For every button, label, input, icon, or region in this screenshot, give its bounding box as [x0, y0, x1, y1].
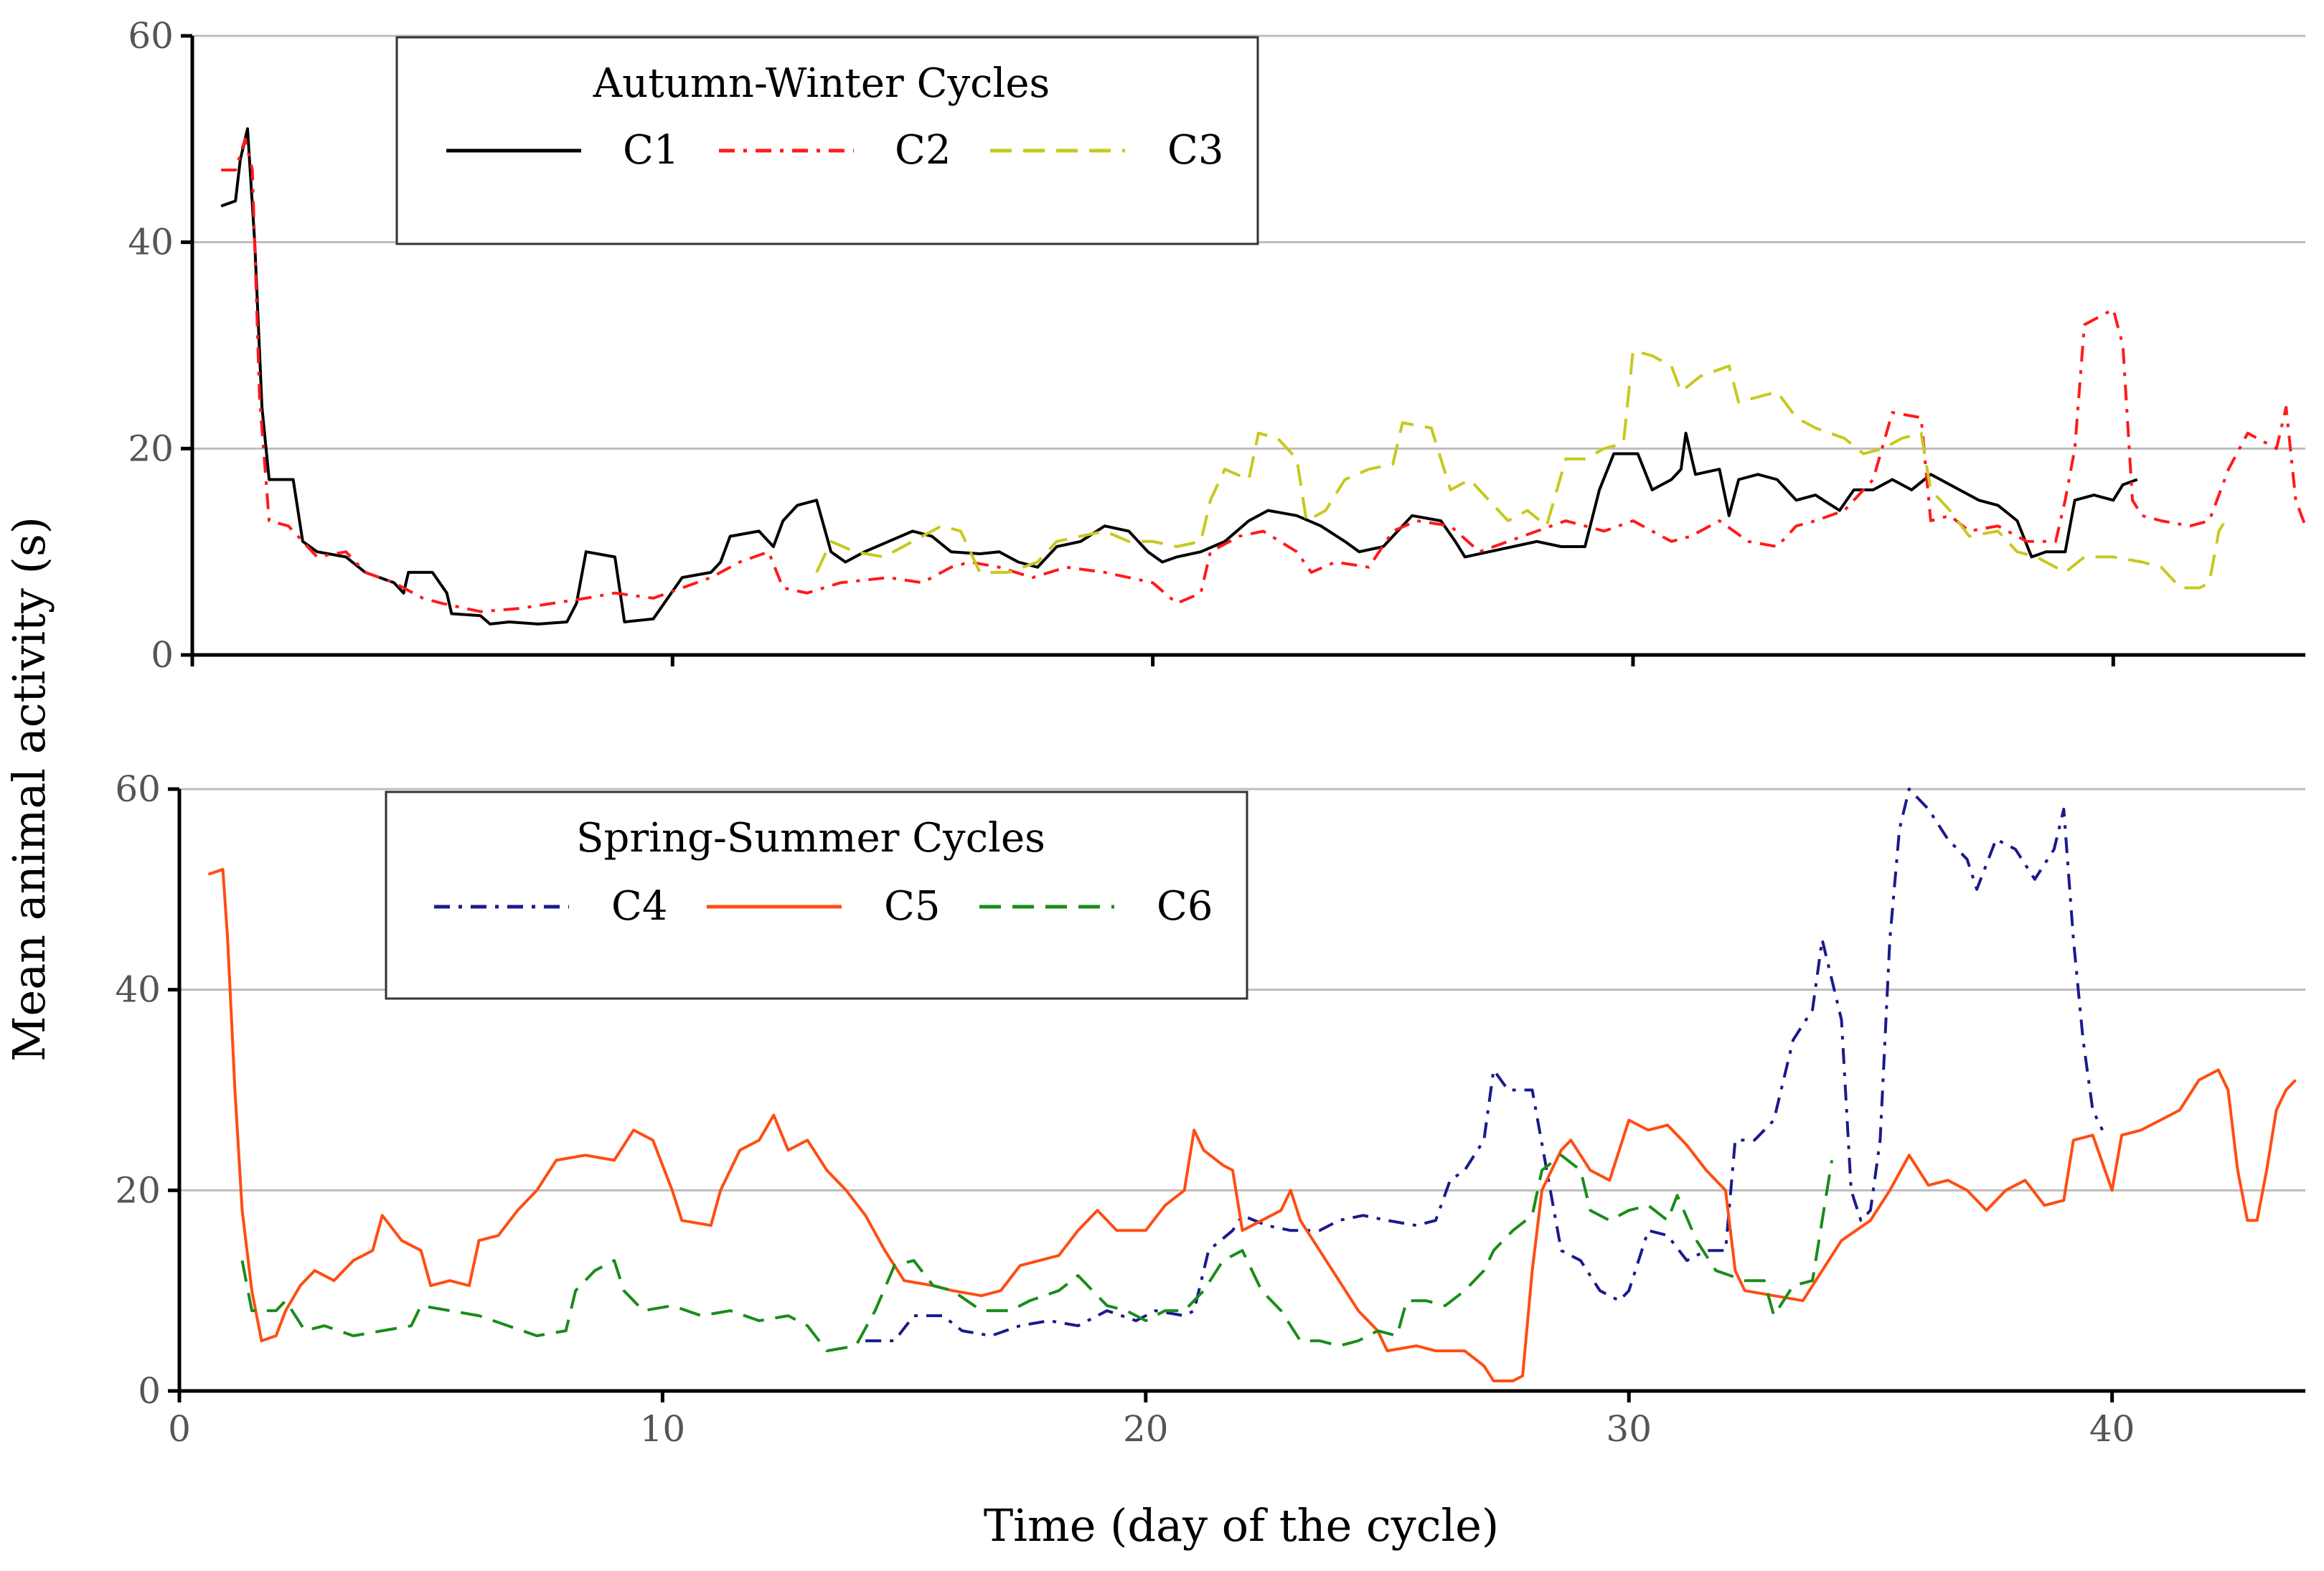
legend-label-c6: C6 — [1157, 883, 1213, 930]
series-line-c4 — [865, 788, 2104, 1343]
series-line-c1 — [220, 127, 2138, 626]
panel-spring-summer: 0 20 40 60 0 10 20 30 40 Spring-Summer Cycles C4 C5… — [115, 768, 2305, 1450]
y-tick-label: 40 — [128, 222, 174, 263]
legend-label-c2: C2 — [895, 127, 951, 174]
y-tick-label: 60 — [115, 768, 161, 810]
y-tick-label: 40 — [115, 969, 161, 1011]
x-axis-title: Time (day of the cycle) — [984, 1499, 1499, 1552]
legend-box — [395, 36, 1259, 245]
y-axis-title: Mean animal activity (s) — [3, 516, 55, 1062]
x-tick-label: 10 — [640, 1408, 686, 1450]
legend-box — [385, 791, 1248, 1000]
series-line-c5 — [207, 867, 2297, 1382]
legend-label-c1: C1 — [623, 127, 679, 174]
series-line-c6 — [240, 1154, 1834, 1353]
legend-label-c3: C3 — [1167, 127, 1223, 174]
y-tick-label: 20 — [128, 428, 174, 469]
series-line-c3 — [815, 349, 2230, 590]
legend-title: Autumn-Winter Cycles — [593, 60, 1050, 107]
x-tick-label: 30 — [1606, 1408, 1652, 1450]
legend-title: Spring-Summer Cycles — [576, 815, 1045, 862]
legend-label-c5: C5 — [884, 883, 940, 930]
y-tick-label: 0 — [138, 1370, 161, 1412]
x-tick-label: 40 — [2089, 1408, 2135, 1450]
x-tick-label: 20 — [1123, 1408, 1169, 1450]
panel-autumn-winter: 0 20 40 60 Autumn-Winter Cycles C1 C2 C3 — [128, 15, 2307, 676]
x-tick-label: 0 — [168, 1408, 191, 1450]
legend-label-c4: C4 — [611, 883, 667, 930]
y-tick-label: 20 — [115, 1169, 161, 1211]
y-tick-label: 60 — [128, 15, 174, 57]
y-tick-label: 0 — [151, 634, 174, 676]
